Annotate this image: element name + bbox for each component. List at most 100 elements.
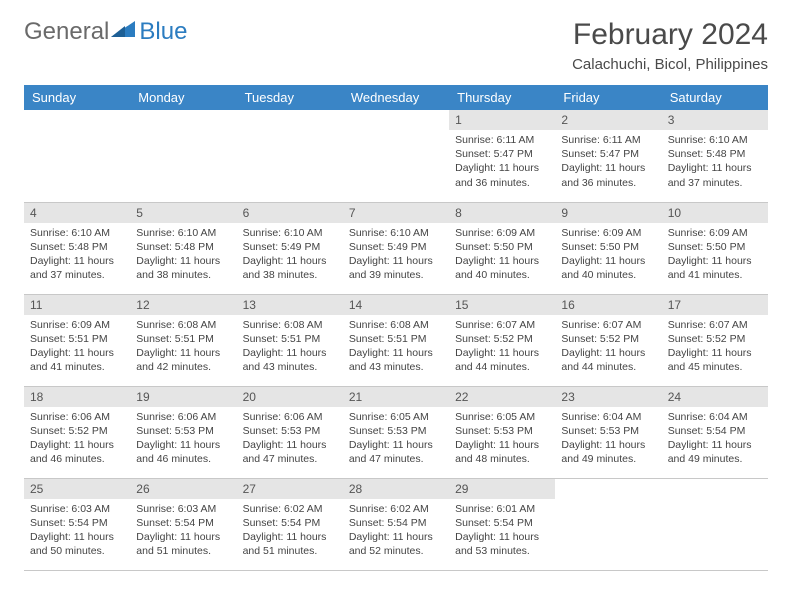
day-details: Sunrise: 6:08 AMSunset: 5:51 PMDaylight:… — [237, 315, 343, 379]
day-number: 20 — [237, 387, 343, 407]
calendar-cell: 13Sunrise: 6:08 AMSunset: 5:51 PMDayligh… — [237, 294, 343, 386]
day-number: 22 — [449, 387, 555, 407]
day-number: 16 — [555, 295, 661, 315]
day-details: Sunrise: 6:04 AMSunset: 5:54 PMDaylight:… — [662, 407, 768, 471]
day-details: Sunrise: 6:03 AMSunset: 5:54 PMDaylight:… — [130, 499, 236, 563]
day-details: Sunrise: 6:03 AMSunset: 5:54 PMDaylight:… — [24, 499, 130, 563]
weekday-header-row: SundayMondayTuesdayWednesdayThursdayFrid… — [24, 85, 768, 110]
day-details: Sunrise: 6:02 AMSunset: 5:54 PMDaylight:… — [237, 499, 343, 563]
weekday-header: Thursday — [449, 85, 555, 110]
calendar-cell-empty — [237, 110, 343, 202]
calendar-row: 25Sunrise: 6:03 AMSunset: 5:54 PMDayligh… — [24, 478, 768, 570]
day-number: 4 — [24, 203, 130, 223]
calendar-cell: 19Sunrise: 6:06 AMSunset: 5:53 PMDayligh… — [130, 386, 236, 478]
calendar-cell: 7Sunrise: 6:10 AMSunset: 5:49 PMDaylight… — [343, 202, 449, 294]
logo-triangle-icon — [111, 18, 137, 46]
calendar-cell: 24Sunrise: 6:04 AMSunset: 5:54 PMDayligh… — [662, 386, 768, 478]
calendar-cell: 26Sunrise: 6:03 AMSunset: 5:54 PMDayligh… — [130, 478, 236, 570]
day-details: Sunrise: 6:04 AMSunset: 5:53 PMDaylight:… — [555, 407, 661, 471]
calendar-cell: 2Sunrise: 6:11 AMSunset: 5:47 PMDaylight… — [555, 110, 661, 202]
day-details: Sunrise: 6:06 AMSunset: 5:53 PMDaylight:… — [130, 407, 236, 471]
logo-text-general: General — [24, 18, 109, 46]
day-details: Sunrise: 6:09 AMSunset: 5:50 PMDaylight:… — [662, 223, 768, 287]
day-number: 27 — [237, 479, 343, 499]
day-details: Sunrise: 6:05 AMSunset: 5:53 PMDaylight:… — [449, 407, 555, 471]
page-header: General Blue February 2024 Calachuchi, B… — [24, 18, 768, 73]
calendar-cell: 27Sunrise: 6:02 AMSunset: 5:54 PMDayligh… — [237, 478, 343, 570]
calendar-cell-empty — [555, 478, 661, 570]
logo-text-blue: Blue — [139, 18, 187, 46]
calendar-row: 18Sunrise: 6:06 AMSunset: 5:52 PMDayligh… — [24, 386, 768, 478]
day-details: Sunrise: 6:08 AMSunset: 5:51 PMDaylight:… — [343, 315, 449, 379]
day-number: 18 — [24, 387, 130, 407]
calendar-cell: 22Sunrise: 6:05 AMSunset: 5:53 PMDayligh… — [449, 386, 555, 478]
day-details: Sunrise: 6:10 AMSunset: 5:48 PMDaylight:… — [130, 223, 236, 287]
calendar-cell: 12Sunrise: 6:08 AMSunset: 5:51 PMDayligh… — [130, 294, 236, 386]
weekday-header: Saturday — [662, 85, 768, 110]
calendar-table: SundayMondayTuesdayWednesdayThursdayFrid… — [24, 85, 768, 571]
day-details: Sunrise: 6:05 AMSunset: 5:53 PMDaylight:… — [343, 407, 449, 471]
calendar-cell: 15Sunrise: 6:07 AMSunset: 5:52 PMDayligh… — [449, 294, 555, 386]
calendar-cell: 25Sunrise: 6:03 AMSunset: 5:54 PMDayligh… — [24, 478, 130, 570]
calendar-cell: 29Sunrise: 6:01 AMSunset: 5:54 PMDayligh… — [449, 478, 555, 570]
day-number: 8 — [449, 203, 555, 223]
day-details: Sunrise: 6:07 AMSunset: 5:52 PMDaylight:… — [449, 315, 555, 379]
day-details: Sunrise: 6:07 AMSunset: 5:52 PMDaylight:… — [662, 315, 768, 379]
day-number: 25 — [24, 479, 130, 499]
day-details: Sunrise: 6:10 AMSunset: 5:48 PMDaylight:… — [662, 130, 768, 194]
day-number: 28 — [343, 479, 449, 499]
day-number: 24 — [662, 387, 768, 407]
month-title: February 2024 — [572, 18, 768, 52]
calendar-cell-empty — [343, 110, 449, 202]
day-details: Sunrise: 6:06 AMSunset: 5:53 PMDaylight:… — [237, 407, 343, 471]
day-details: Sunrise: 6:10 AMSunset: 5:49 PMDaylight:… — [343, 223, 449, 287]
day-number: 14 — [343, 295, 449, 315]
calendar-body: 1Sunrise: 6:11 AMSunset: 5:47 PMDaylight… — [24, 110, 768, 570]
calendar-row: 1Sunrise: 6:11 AMSunset: 5:47 PMDaylight… — [24, 110, 768, 202]
day-details: Sunrise: 6:10 AMSunset: 5:49 PMDaylight:… — [237, 223, 343, 287]
calendar-cell-empty — [24, 110, 130, 202]
day-number: 5 — [130, 203, 236, 223]
weekday-header: Monday — [130, 85, 236, 110]
day-number: 1 — [449, 110, 555, 130]
weekday-header: Wednesday — [343, 85, 449, 110]
day-details: Sunrise: 6:11 AMSunset: 5:47 PMDaylight:… — [555, 130, 661, 194]
calendar-cell: 20Sunrise: 6:06 AMSunset: 5:53 PMDayligh… — [237, 386, 343, 478]
day-details: Sunrise: 6:08 AMSunset: 5:51 PMDaylight:… — [130, 315, 236, 379]
weekday-header: Sunday — [24, 85, 130, 110]
day-details: Sunrise: 6:07 AMSunset: 5:52 PMDaylight:… — [555, 315, 661, 379]
day-number: 3 — [662, 110, 768, 130]
day-number: 13 — [237, 295, 343, 315]
day-number: 6 — [237, 203, 343, 223]
calendar-cell: 17Sunrise: 6:07 AMSunset: 5:52 PMDayligh… — [662, 294, 768, 386]
day-details: Sunrise: 6:02 AMSunset: 5:54 PMDaylight:… — [343, 499, 449, 563]
day-number: 10 — [662, 203, 768, 223]
calendar-cell: 28Sunrise: 6:02 AMSunset: 5:54 PMDayligh… — [343, 478, 449, 570]
calendar-cell: 21Sunrise: 6:05 AMSunset: 5:53 PMDayligh… — [343, 386, 449, 478]
day-details: Sunrise: 6:10 AMSunset: 5:48 PMDaylight:… — [24, 223, 130, 287]
day-details: Sunrise: 6:01 AMSunset: 5:54 PMDaylight:… — [449, 499, 555, 563]
calendar-cell: 5Sunrise: 6:10 AMSunset: 5:48 PMDaylight… — [130, 202, 236, 294]
calendar-cell: 23Sunrise: 6:04 AMSunset: 5:53 PMDayligh… — [555, 386, 661, 478]
calendar-cell: 4Sunrise: 6:10 AMSunset: 5:48 PMDaylight… — [24, 202, 130, 294]
calendar-cell: 14Sunrise: 6:08 AMSunset: 5:51 PMDayligh… — [343, 294, 449, 386]
calendar-cell-empty — [130, 110, 236, 202]
day-number: 23 — [555, 387, 661, 407]
calendar-cell: 8Sunrise: 6:09 AMSunset: 5:50 PMDaylight… — [449, 202, 555, 294]
calendar-cell: 16Sunrise: 6:07 AMSunset: 5:52 PMDayligh… — [555, 294, 661, 386]
day-number: 2 — [555, 110, 661, 130]
day-number: 12 — [130, 295, 236, 315]
day-details: Sunrise: 6:06 AMSunset: 5:52 PMDaylight:… — [24, 407, 130, 471]
day-number: 29 — [449, 479, 555, 499]
calendar-cell: 6Sunrise: 6:10 AMSunset: 5:49 PMDaylight… — [237, 202, 343, 294]
day-details: Sunrise: 6:11 AMSunset: 5:47 PMDaylight:… — [449, 130, 555, 194]
day-details: Sunrise: 6:09 AMSunset: 5:50 PMDaylight:… — [449, 223, 555, 287]
calendar-cell: 10Sunrise: 6:09 AMSunset: 5:50 PMDayligh… — [662, 202, 768, 294]
location-text: Calachuchi, Bicol, Philippines — [572, 56, 768, 73]
day-number: 19 — [130, 387, 236, 407]
day-number: 9 — [555, 203, 661, 223]
day-number: 26 — [130, 479, 236, 499]
logo: General Blue — [24, 18, 187, 46]
day-details: Sunrise: 6:09 AMSunset: 5:51 PMDaylight:… — [24, 315, 130, 379]
calendar-row: 11Sunrise: 6:09 AMSunset: 5:51 PMDayligh… — [24, 294, 768, 386]
